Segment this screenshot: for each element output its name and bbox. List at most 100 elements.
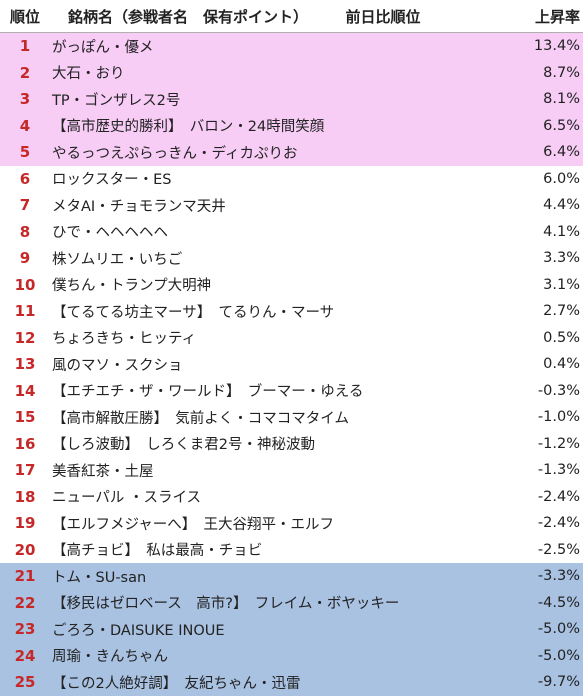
table-row: 23 ごろろ・DAISUKE INOUE -5.0% (0, 616, 583, 643)
row-name: ひで・ヘヘヘヘヘ (52, 225, 168, 242)
table-header: 順位 銘柄名（参戦者名 保有ポイント） 前日比順位 上昇率 (0, 0, 583, 33)
row-rank: 9 (19, 249, 31, 268)
row-rank: 13 (14, 355, 36, 374)
table-row: 12 ちょろきち・ヒッティ 0.5% (0, 324, 583, 351)
row-rank: 22 (14, 593, 36, 612)
row-name: 【エルフメジャーへ】 王大谷翔平・エルフ (52, 516, 335, 533)
row-change: -3.3% (537, 568, 580, 585)
table-row: 19 【エルフメジャーへ】 王大谷翔平・エルフ -2.4% (0, 510, 583, 537)
row-change: -5.0% (537, 621, 580, 638)
row-change: 4.1% (543, 223, 580, 240)
row-name: やるっつえぷらっきん・ディカぷりお (52, 145, 298, 162)
table-row: 13 風のマソ・スクショ 0.4% (0, 351, 583, 378)
row-change: 3.3% (543, 250, 580, 267)
table-row: 11 【てるてる坊主マーサ】 てるりん・マーサ 2.7% (0, 298, 583, 325)
row-rank: 18 (14, 487, 36, 506)
row-change: 0.5% (543, 329, 580, 346)
table-row: 18 ニューパル ・スライス -2.4% (0, 483, 583, 510)
row-rank: 10 (14, 275, 36, 294)
table-row: 21 トム・SU-san -3.3% (0, 563, 583, 590)
row-change: -5.0% (537, 647, 580, 664)
row-name: 【この2人絶好調】 友紀ちゃん・迅雷 (52, 675, 301, 692)
table-row: 7 メタAI・チョモランマ天井 4.4% (0, 192, 583, 219)
table-row: 10 僕ちん・トランプ大明神 3.1% (0, 271, 583, 298)
row-rank: 20 (14, 540, 36, 559)
row-change: 8.1% (543, 91, 580, 108)
table-row: 9 株ソムリエ・いちご 3.3% (0, 245, 583, 272)
table-row: 6 ロックスター・ES 6.0% (0, 165, 583, 192)
table-row: 5 やるっつえぷらっきん・ディカぷりお 6.4% (0, 139, 583, 166)
row-change: -4.5% (537, 594, 580, 611)
table-row: 25 【この2人絶好調】 友紀ちゃん・迅雷 -9.7% (0, 669, 583, 696)
row-change: 0.4% (543, 356, 580, 373)
table-row: 22 【移民はゼロベース 高市?】 フレイム・ボヤッキー -4.5% (0, 589, 583, 616)
table-row: 4 【高市歴史的勝利】 バロン・24時間笑顔 6.5% (0, 112, 583, 139)
row-change: -1.0% (537, 409, 580, 426)
row-change: 4.4% (543, 197, 580, 214)
row-name: 【てるてる坊主マーサ】 てるりん・マーサ (52, 304, 335, 321)
header-rank: 順位 (9, 7, 40, 26)
row-rank: 25 (14, 673, 36, 692)
header-change: 上昇率 (534, 7, 580, 26)
row-change: 6.4% (543, 144, 580, 161)
row-change: 8.7% (543, 64, 580, 81)
table-row: 24 周瑜・きんちゃん -5.0% (0, 642, 583, 669)
row-rank: 24 (14, 646, 36, 665)
row-rank: 23 (14, 620, 36, 639)
row-name: トム・SU-san (52, 569, 147, 586)
row-name: メタAI・チョモランマ天井 (52, 198, 226, 215)
table-row: 1 がっぽん・優メ 13.4% (0, 33, 583, 60)
row-rank: 8 (19, 222, 31, 241)
row-name: 株ソムリエ・いちご (52, 251, 183, 268)
row-rank: 5 (19, 143, 31, 162)
row-change: 2.7% (543, 303, 580, 320)
row-rank: 12 (14, 328, 36, 347)
row-change: -1.2% (537, 435, 580, 452)
row-change: -2.4% (537, 488, 580, 505)
row-name: がっぽん・優メ (52, 39, 154, 56)
row-name: 【移民はゼロベース 高市?】 フレイム・ボヤッキー (52, 596, 400, 613)
row-name: 僕ちん・トランプ大明神 (52, 278, 212, 295)
row-change: 13.4% (533, 38, 580, 55)
table-row: 20 【高チョビ】 私は最高・チョビ -2.5% (0, 536, 583, 563)
row-rank: 2 (19, 63, 31, 82)
row-name: 【高チョビ】 私は最高・チョビ (52, 543, 263, 560)
table-row: 8 ひで・ヘヘヘヘヘ 4.1% (0, 218, 583, 245)
table-row: 16 【しろ波動】 しろくま君2号・神秘波動 -1.2% (0, 430, 583, 457)
row-name: 美香紅茶・土屋 (52, 463, 154, 480)
header-name: 銘柄名（参戦者名 保有ポイント） 前日比順位 (68, 7, 421, 26)
table-body: 1 がっぽん・優メ 13.4% 2 大石・おり 8.7% 3 TP・ゴンザレス2号 8.1% 4 【… (0, 33, 583, 696)
table-row: 15 【高市解散圧勝】 気前よく・コマコマタイム -1.0% (0, 404, 583, 431)
row-name: ニューパル ・スライス (52, 490, 202, 507)
row-rank: 11 (14, 302, 36, 321)
row-name: 【エチエチ・ザ・ワールド】 ブーマー・ゆえる (52, 384, 364, 401)
row-name: 大石・おり (52, 66, 125, 83)
row-change: -1.3% (537, 462, 580, 479)
row-rank: 17 (14, 461, 36, 480)
row-rank: 21 (14, 567, 36, 586)
row-rank: 6 (19, 169, 31, 188)
table-row: 3 TP・ゴンザレス2号 8.1% (0, 86, 583, 113)
row-rank: 3 (19, 90, 31, 109)
table-row: 2 大石・おり 8.7% (0, 59, 583, 86)
row-rank: 14 (14, 381, 36, 400)
row-change: 6.0% (543, 170, 580, 187)
row-name: 【高市解散圧勝】 気前よく・コマコマタイム (52, 410, 349, 427)
table-row: 17 美香紅茶・土屋 -1.3% (0, 457, 583, 484)
row-name: 【しろ波動】 しろくま君2号・神秘波動 (52, 437, 315, 454)
row-change: -2.4% (537, 515, 580, 532)
row-name: ごろろ・DAISUKE INOUE (52, 622, 225, 639)
row-rank: 16 (14, 434, 36, 453)
row-name: ロックスター・ES (52, 172, 172, 189)
row-name: 【高市歴史的勝利】 バロン・24時間笑顔 (52, 119, 325, 136)
row-change: 6.5% (543, 117, 580, 134)
row-rank: 7 (19, 196, 31, 215)
table-row: 14 【エチエチ・ザ・ワールド】 ブーマー・ゆえる -0.3% (0, 377, 583, 404)
row-rank: 1 (19, 37, 31, 56)
row-name: 風のマソ・スクショ (52, 357, 183, 374)
row-change: -0.3% (537, 382, 580, 399)
row-rank: 19 (14, 514, 36, 533)
row-rank: 4 (19, 116, 31, 135)
row-rank: 15 (14, 408, 36, 427)
